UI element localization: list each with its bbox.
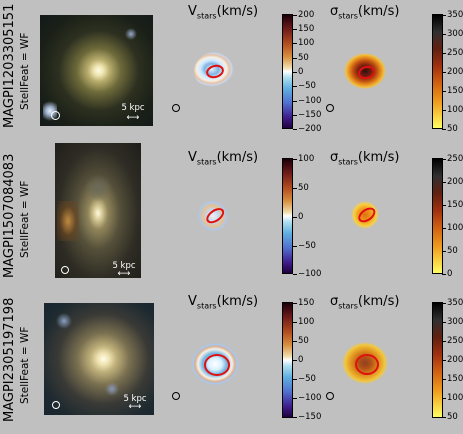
galaxy-id-label: MAGPI1507084083 <box>2 153 17 278</box>
scale-bar-arrow-icon: ⟷ <box>126 113 140 123</box>
velocity-map <box>191 194 235 238</box>
scale-bar-arrow-icon: ⟷ <box>128 402 142 412</box>
scale-bar-label: 5 kpc <box>121 103 145 113</box>
dispersion-tick-label: 50 <box>442 124 458 134</box>
ellipse-contour <box>355 204 379 226</box>
dispersion-map <box>344 53 386 89</box>
ellipse-contour <box>204 354 230 376</box>
velocity-tick-label: 150 <box>292 24 315 34</box>
velocity-tick-label: 150 <box>292 298 315 308</box>
dispersion-tick-label: 200 <box>441 177 463 187</box>
dispersion-tick-label: 0 <box>441 269 453 279</box>
galaxy-image: 5 kpc ⟷ <box>40 15 153 126</box>
ellipse-contour <box>356 64 377 81</box>
velocity-colorbar <box>282 14 293 129</box>
ellipse-contour <box>355 354 379 375</box>
velocity-tick-label: 50 <box>293 53 309 63</box>
velocity-tick-label: −50 <box>293 241 316 251</box>
ellipse-contour <box>204 62 226 81</box>
velocity-tick-label: −50 <box>293 81 316 91</box>
dispersion-map <box>344 194 386 236</box>
dispersion-tick-label: 200 <box>441 67 463 77</box>
dispersion-tick-label: 150 <box>441 86 463 96</box>
velocity-map <box>192 342 240 386</box>
velocity-tick-label: −100 <box>292 269 322 279</box>
stellfeat-label: StellFeat = WF <box>19 32 31 110</box>
psf-beam-icon <box>326 104 334 112</box>
dispersion-tick-label: 50 <box>442 246 458 256</box>
dispersion-tick-label: 100 <box>441 105 463 115</box>
velocity-tick-label: −100 <box>292 96 322 106</box>
velocity-tick-label: −50 <box>293 374 316 384</box>
velocity-colorbar <box>282 158 293 274</box>
psf-beam-icon <box>61 266 69 274</box>
neighbor-source <box>83 173 113 203</box>
velocity-title: Vstars(km/s) <box>188 150 259 167</box>
velocity-title: Vstars(km/s) <box>188 4 259 21</box>
dispersion-tick-label: 150 <box>441 374 463 384</box>
dispersion-tick-label: 300 <box>441 317 463 327</box>
neighbor-source <box>104 381 120 397</box>
dispersion-colorbar <box>432 14 443 129</box>
dispersion-title: σstars(km/s) <box>330 150 400 167</box>
velocity-tick-label: 100 <box>292 38 315 48</box>
velocity-title: Vstars(km/s) <box>188 294 259 311</box>
dispersion-tick-label: 350 <box>441 298 463 308</box>
dispersion-tick-label: 100 <box>441 223 463 233</box>
psf-beam-icon <box>172 104 180 112</box>
neighbor-source <box>124 27 138 41</box>
scale-bar-arrow-icon: ⟷ <box>117 269 131 278</box>
psf-beam-icon <box>172 392 180 400</box>
dispersion-colorbar <box>432 158 443 274</box>
velocity-tick-label: 0 <box>292 67 304 77</box>
dispersion-tick-label: 250 <box>441 336 463 346</box>
neighbor-source <box>54 311 74 331</box>
scale-bar-label: 5 kpc <box>123 394 147 404</box>
dispersion-map <box>342 342 388 384</box>
velocity-tick-label: −200 <box>292 124 322 134</box>
dispersion-title: σstars(km/s) <box>330 294 400 311</box>
velocity-tick-label: 100 <box>292 317 315 327</box>
stellfeat-label: StellFeat = WF <box>19 180 31 258</box>
neighbor-source <box>57 201 79 241</box>
velocity-tick-label: −100 <box>292 393 322 403</box>
velocity-tick-label: −150 <box>292 412 322 422</box>
galaxy-image: 5 kpc ⟷ <box>55 143 141 278</box>
velocity-map <box>194 52 238 90</box>
galaxy-id-label: MAGPI2305197198 <box>2 297 17 422</box>
velocity-tick-label: 0 <box>292 355 304 365</box>
dispersion-tick-label: 100 <box>441 393 463 403</box>
dispersion-tick-label: 250 <box>441 48 463 58</box>
psf-beam-icon <box>52 401 60 409</box>
ellipse-contour <box>203 205 227 227</box>
galaxy-id-label: MAGPI1203305151 <box>2 3 17 128</box>
velocity-tick-label: −150 <box>292 110 322 120</box>
dispersion-tick-label: 350 <box>441 10 463 20</box>
velocity-colorbar <box>282 302 293 418</box>
stellfeat-label: StellFeat = WF <box>19 326 31 404</box>
galaxy-image: 5 kpc ⟷ <box>44 303 154 415</box>
velocity-tick-label: 100 <box>292 154 315 164</box>
dispersion-tick-label: 150 <box>441 200 463 210</box>
psf-beam-icon <box>326 392 334 400</box>
velocity-tick-label: 50 <box>293 183 309 193</box>
dispersion-tick-label: 250 <box>441 154 463 164</box>
dispersion-title: σstars(km/s) <box>330 4 400 21</box>
velocity-tick-label: 200 <box>292 10 315 20</box>
dispersion-tick-label: 200 <box>441 355 463 365</box>
velocity-tick-label: 50 <box>293 336 309 346</box>
dispersion-tick-label: 300 <box>441 29 463 39</box>
psf-beam-icon <box>51 111 60 120</box>
dispersion-tick-label: 50 <box>442 412 458 422</box>
scale-bar-label: 5 kpc <box>112 261 136 271</box>
velocity-tick-label: 0 <box>292 212 304 222</box>
